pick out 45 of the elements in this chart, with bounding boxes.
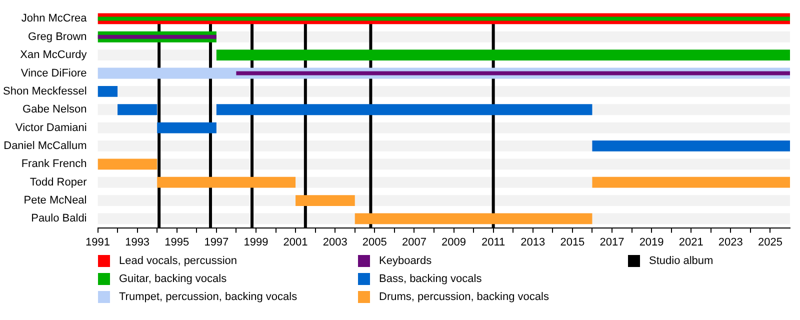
x-tick-label: 2011 [482, 236, 506, 248]
bar [98, 86, 118, 97]
x-tick-label: 2005 [362, 236, 387, 248]
legend-label: Keyboards [379, 255, 432, 267]
y-tick-label: John McCrea [21, 12, 88, 25]
y-tick-label: Todd Roper [30, 176, 88, 188]
legend-label: Studio album [649, 255, 714, 267]
x-tick-label: 2001 [283, 236, 308, 248]
x-tick-label: 2021 [678, 236, 704, 248]
x-tick-label: 1997 [204, 236, 229, 248]
y-tick-label: Frank French [21, 158, 87, 170]
legend-label: Bass, backing vocals [379, 273, 482, 285]
y-tick-label: Daniel McCallum [4, 140, 87, 152]
y-tick-label: Paulo Baldi [31, 212, 87, 225]
legend-label: Trumpet, percussion, backing vocals [119, 291, 298, 303]
x-tick-label: 2003 [322, 236, 348, 248]
legend-label: Lead vocals, percussion [119, 255, 238, 267]
y-tick-label: Vince DiFiore [20, 67, 87, 80]
y-tick-label: Victor Damiani [15, 122, 87, 134]
bar [236, 71, 790, 76]
y-tick-label: Shon Meckfessel [2, 85, 87, 98]
bar [296, 195, 355, 206]
y-tick-label: Greg Brown [28, 30, 87, 43]
y-tick-label: Xan McCurdy [20, 49, 88, 62]
y-tick-label: Pete McNeal [24, 194, 87, 207]
bar [157, 122, 216, 134]
x-tick-label: 2015 [560, 236, 585, 248]
legend-label: Drums, percussion, backing vocals [379, 291, 549, 303]
x-tick-label: 2023 [718, 236, 743, 248]
x-tick-label: 2017 [600, 236, 624, 248]
x-tick-label: 2019 [639, 236, 664, 248]
x-tick-label: 2009 [442, 236, 466, 248]
bar [98, 158, 158, 170]
bar [157, 176, 296, 188]
bar [98, 34, 216, 39]
x-tick-label: 2025 [758, 236, 782, 248]
y-tick-label: Gabe Nelson [22, 104, 87, 116]
x-tick-label: 1995 [164, 236, 190, 248]
bar [118, 104, 158, 116]
x-tick-label: 1993 [125, 236, 150, 248]
x-tick-label: 2013 [520, 236, 546, 248]
x-tick-label: 1991 [86, 236, 110, 248]
x-tick-label: 1999 [244, 236, 268, 248]
x-tick-label: 2007 [402, 236, 426, 248]
legend-label: Guitar, backing vocals [119, 273, 227, 285]
